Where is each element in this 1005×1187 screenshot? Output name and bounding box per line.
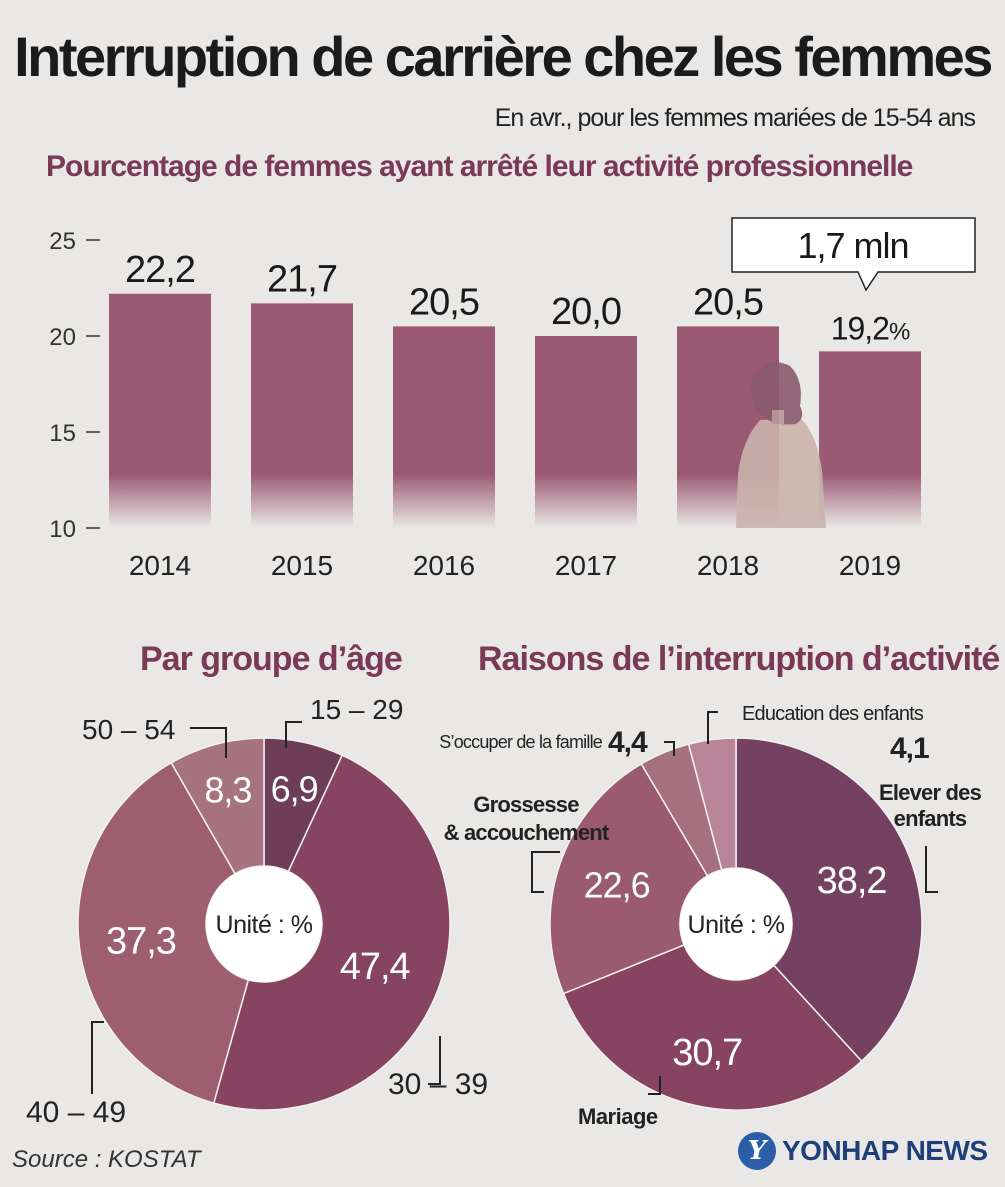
y-tick-label-10: 10 (49, 516, 76, 543)
age-value-label-0: 6,9 (271, 768, 318, 809)
reason-leader-3 (664, 741, 675, 756)
y-tick-label-25: 25 (49, 228, 76, 255)
x-tick-label-2016: 2016 (413, 550, 475, 581)
y-tick-label-20: 20 (49, 324, 76, 351)
bar-value-label-2016: 20,5 (409, 281, 479, 323)
reason-slice-name-2: Grossesse & accouchement (444, 792, 610, 845)
bar-value-label-2017: 20,0 (551, 291, 621, 333)
reason-slice-name-2-line-1: & accouchement (444, 820, 610, 845)
reason-value-label-0: 38,2 (817, 860, 887, 902)
reason-donut-hole (680, 868, 792, 980)
age-slice-name-0: 15 – 29 (310, 694, 403, 725)
bar-chart-title: Pourcentage de femmes ayant arrêté leur … (46, 150, 913, 183)
annotation-callout (731, 217, 976, 292)
reason-leader-0 (925, 846, 938, 893)
bar-value-unit: % (889, 318, 910, 345)
age-value-label-3: 8,3 (204, 770, 251, 811)
reason-slice-name-3: S’occuper de la famille (439, 732, 602, 752)
annotation-label: 1,7 mln (797, 225, 908, 266)
age-leader-1 (428, 1036, 441, 1085)
age-donut-hole (206, 866, 322, 982)
age-slice-name-3: 50 – 54 (82, 714, 175, 745)
age-center-label: Unité : % (216, 911, 313, 939)
age-value-label-2: 37,3 (106, 920, 176, 962)
bar-value-label-2018: 20,5 (693, 281, 763, 323)
x-tick-label-2019: 2019 (839, 550, 901, 581)
bar-fade-2014 (109, 474, 211, 528)
page-title: Interruption de carrière chez les femmes (14, 25, 993, 88)
reason-slice-name-0-line-0: Elever des (879, 780, 982, 805)
reason-center-label: Unité : % (688, 911, 785, 939)
x-tick-label-2014: 2014 (129, 550, 191, 581)
subtitle: En avr., pour les femmes mariées de 15-5… (494, 104, 976, 132)
reason-slice-name-0: Elever des enfants (879, 780, 982, 831)
bar-fade-2015 (251, 474, 353, 528)
reason-value-label-1: 30,7 (672, 1032, 742, 1074)
bar-fade-2016 (393, 474, 495, 528)
yonhap-logo-text: YONHAP NEWS (782, 1135, 988, 1166)
x-tick-label-2015: 2015 (271, 550, 333, 581)
reason-slice-name-2-line-0: Grossesse (473, 792, 579, 817)
x-tick-label-2017: 2017 (555, 550, 617, 581)
reason-slice-name-1: Mariage (578, 1104, 658, 1129)
reason-slice-name-4: Education des enfants (742, 703, 924, 725)
woman-silhouette-icon (736, 362, 826, 528)
age-leader-2 (91, 1021, 104, 1094)
age-chart-title: Par groupe d’âge (140, 640, 403, 678)
reason-leader-2 (531, 851, 560, 893)
age-leader-0 (285, 721, 302, 748)
reason-value-label-2: 22,6 (584, 865, 650, 906)
reason-slice-name-0-line-1: enfants (894, 806, 967, 831)
source-note: Source : KOSTAT (12, 1146, 201, 1173)
yonhap-logo: Y YONHAP NEWS (738, 1128, 988, 1174)
bar-value-label-2015: 21,7 (267, 258, 337, 300)
reason-value-label-4: 4,1 (890, 732, 929, 765)
y-tick-label-15: 15 (49, 420, 76, 447)
reason-value-label-3: 4,4 (608, 726, 648, 759)
bar-value-label-2019: 19,2% (831, 310, 910, 346)
reason-leader-1 (648, 1076, 661, 1095)
age-slice-name-1: 30 – 39 (388, 1068, 488, 1101)
age-leader-3 (190, 727, 227, 758)
age-slice-name-2: 40 – 49 (26, 1096, 126, 1129)
reason-chart-title: Raisons de l’interruption d’activité (478, 640, 1000, 678)
x-tick-label-2018: 2018 (697, 550, 759, 581)
bar-fade-2017 (535, 474, 637, 528)
yonhap-logo-icon: Y (738, 1132, 776, 1170)
bar-value-label-2014: 22,2 (125, 249, 195, 291)
reason-leader-4 (707, 711, 718, 744)
age-value-label-1: 47,4 (340, 946, 411, 988)
bar-fade-2019 (819, 474, 921, 528)
